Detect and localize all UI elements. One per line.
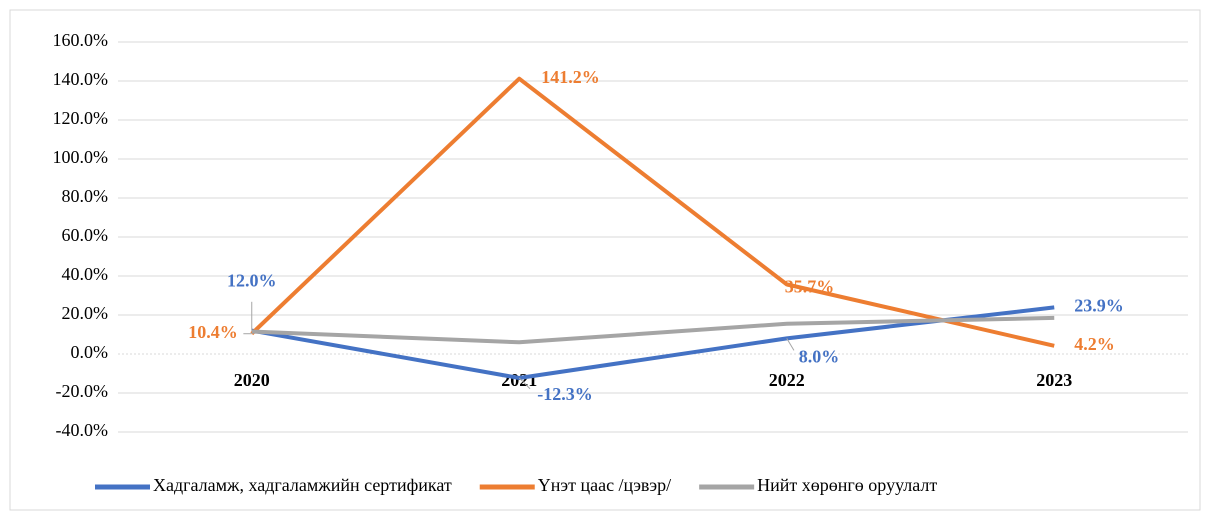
y-tick-label: 140.0% xyxy=(53,69,109,89)
data-label: 4.2% xyxy=(1074,334,1115,354)
data-label: 23.9% xyxy=(1074,296,1124,316)
y-tick-label: 60.0% xyxy=(62,225,109,245)
data-label: 35.7% xyxy=(785,277,835,297)
x-tick-label: 2020 xyxy=(234,370,270,390)
y-tick-label: -20.0% xyxy=(56,381,109,401)
chart-border xyxy=(9,9,1201,511)
x-tick-label: 2023 xyxy=(1036,370,1072,390)
x-tick-label: 2021 xyxy=(501,370,537,390)
y-tick-label: 100.0% xyxy=(53,147,109,167)
data-label: 10.4% xyxy=(188,322,238,342)
series-line xyxy=(251,305,1055,380)
y-tick-label: 0.0% xyxy=(71,342,109,362)
data-label: 141.2% xyxy=(541,67,600,87)
series-line xyxy=(251,315,1055,345)
legend-label: Нийт хөрөнгө оруулалт xyxy=(757,475,937,495)
legend-label: Үнэт цаас /цэвэр/ xyxy=(538,475,671,495)
y-tick-label: 20.0% xyxy=(62,303,109,323)
leader-line xyxy=(786,338,795,351)
y-tick-label: -40.0% xyxy=(56,420,109,440)
leader-line xyxy=(518,377,531,390)
y-tick-label: 80.0% xyxy=(62,186,109,206)
y-tick-label: 120.0% xyxy=(53,108,109,128)
data-label: 12.0% xyxy=(227,271,277,291)
data-label: -12.3% xyxy=(537,384,593,404)
legend-label: Хадгаламж, хадгаламжийн сертификат xyxy=(153,475,452,495)
y-tick-label: 160.0% xyxy=(53,30,109,50)
y-tick-label: 40.0% xyxy=(62,264,109,284)
series-line xyxy=(250,76,1055,348)
data-label: 8.0% xyxy=(799,347,840,367)
x-tick-label: 2022 xyxy=(769,370,805,390)
